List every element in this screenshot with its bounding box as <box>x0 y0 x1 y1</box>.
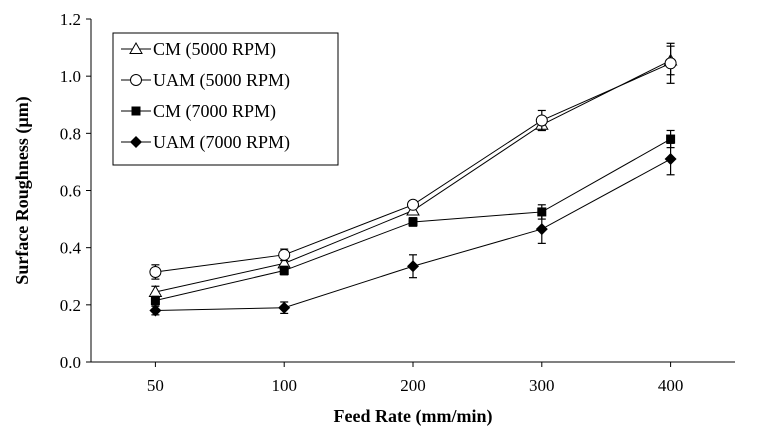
data-point <box>664 153 677 166</box>
data-point <box>407 198 419 211</box>
y-tick-label: 0.0 <box>60 353 81 372</box>
series-4 <box>149 142 677 317</box>
data-point <box>278 301 291 314</box>
legend-item: CM (5000 RPM) <box>121 39 276 60</box>
data-point <box>407 260 419 273</box>
data-point <box>535 223 548 236</box>
x-axis-ticks: 50 100 200 300 400 <box>147 362 683 395</box>
data-point <box>149 265 162 278</box>
y-tick-label: 1.0 <box>60 67 81 86</box>
data-point <box>150 296 160 306</box>
legend-marker <box>130 136 142 148</box>
x-axis-title: Feed Rate (mm/min) <box>334 406 493 427</box>
legend-marker <box>130 74 142 86</box>
data-point <box>666 134 676 144</box>
data-point <box>279 266 289 276</box>
data-point <box>408 217 418 227</box>
legend-marker <box>131 106 141 116</box>
x-tick-label: 100 <box>271 376 297 395</box>
data-point <box>535 114 548 127</box>
legend-label: CM (5000 RPM) <box>153 39 276 60</box>
legend-box <box>112 32 339 166</box>
y-axis-ticks: 0.0 0.2 0.4 0.6 0.8 1.0 1.2 <box>60 10 91 372</box>
x-tick-label: 400 <box>658 376 684 395</box>
y-tick-label: 1.2 <box>60 10 81 29</box>
data-point <box>278 248 291 261</box>
y-axis-title: Surface Roughness (µm) <box>12 96 33 284</box>
legend: CM (5000 RPM) UAM (5000 RPM) CM (7000 RPM)… <box>112 32 339 166</box>
legend-label: UAM (7000 RPM) <box>153 132 290 153</box>
series-2 <box>149 42 677 280</box>
x-tick-label: 200 <box>400 376 426 395</box>
x-tick-label: 50 <box>147 376 164 395</box>
x-tick-label: 300 <box>529 376 555 395</box>
data-point <box>537 207 547 217</box>
legend-item: UAM (7000 RPM) <box>121 132 290 153</box>
data-point <box>664 57 677 70</box>
y-tick-label: 0.2 <box>60 296 81 315</box>
data-point <box>149 304 162 317</box>
legend-item: UAM (5000 RPM) <box>121 70 290 91</box>
series-layer <box>148 42 678 317</box>
series-line <box>155 158 671 312</box>
legend-label: CM (7000 RPM) <box>153 101 276 122</box>
legend-label: UAM (5000 RPM) <box>153 70 290 91</box>
y-tick-label: 0.6 <box>60 182 81 201</box>
legend-marker <box>129 41 143 54</box>
y-tick-label: 0.4 <box>60 239 82 258</box>
legend-item: CM (7000 RPM) <box>121 101 276 122</box>
y-tick-label: 0.8 <box>60 124 81 143</box>
